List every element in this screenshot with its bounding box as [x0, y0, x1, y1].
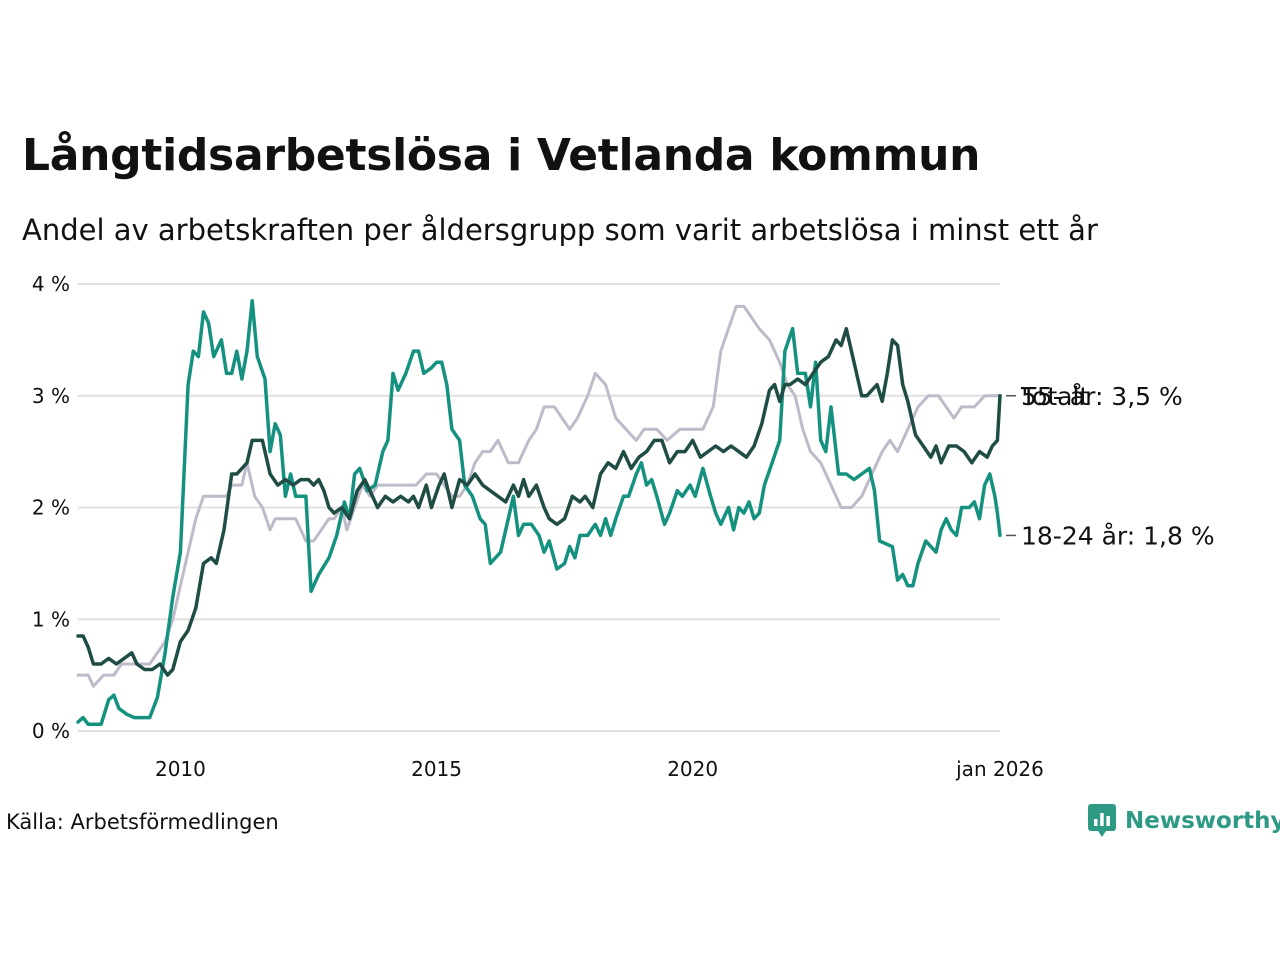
y-tick-label: 1 % [32, 607, 70, 631]
chart-bars-icon [1088, 804, 1116, 837]
x-tick-label: jan 2026 [955, 757, 1044, 781]
series-end-label-youth: 18-24 år: 1,8 % [1021, 521, 1215, 550]
x-tick-label: 2010 [155, 757, 206, 781]
series-end-labels: Totalt 18-24 år: 1,8 % 55- år: 3,5 % [1006, 382, 1215, 550]
y-tick-label: 3 % [32, 384, 70, 408]
axis-tick-labels: 0 % 1 % 2 % 3 % 4 % 2010 2015 2020 jan 2026 [32, 272, 1044, 781]
series-end-label-older: 55- år: 3,5 % [1021, 382, 1183, 411]
source-note: Källa: Arbetsförmedlingen [6, 810, 279, 834]
brand-logo: Newsworthy [1088, 804, 1280, 838]
x-tick-label: 2020 [667, 757, 718, 781]
chart-subtitle: Andel av arbetskraften per åldersgrupp s… [22, 213, 1098, 247]
series-line-older [76, 326, 1002, 677]
x-tick-label: 2015 [411, 757, 462, 781]
series-lines [76, 299, 1002, 727]
y-tick-label: 0 % [32, 719, 70, 743]
brand-name: Newsworthy [1125, 808, 1280, 834]
y-tick-label: 2 % [32, 496, 70, 520]
y-tick-label: 4 % [32, 272, 70, 296]
series-end-label-totalt: Totalt [1020, 382, 1089, 411]
series-line-youth [76, 299, 1002, 727]
chart-title: Långtidsarbetslösa i Vetlanda kommun [22, 130, 981, 181]
